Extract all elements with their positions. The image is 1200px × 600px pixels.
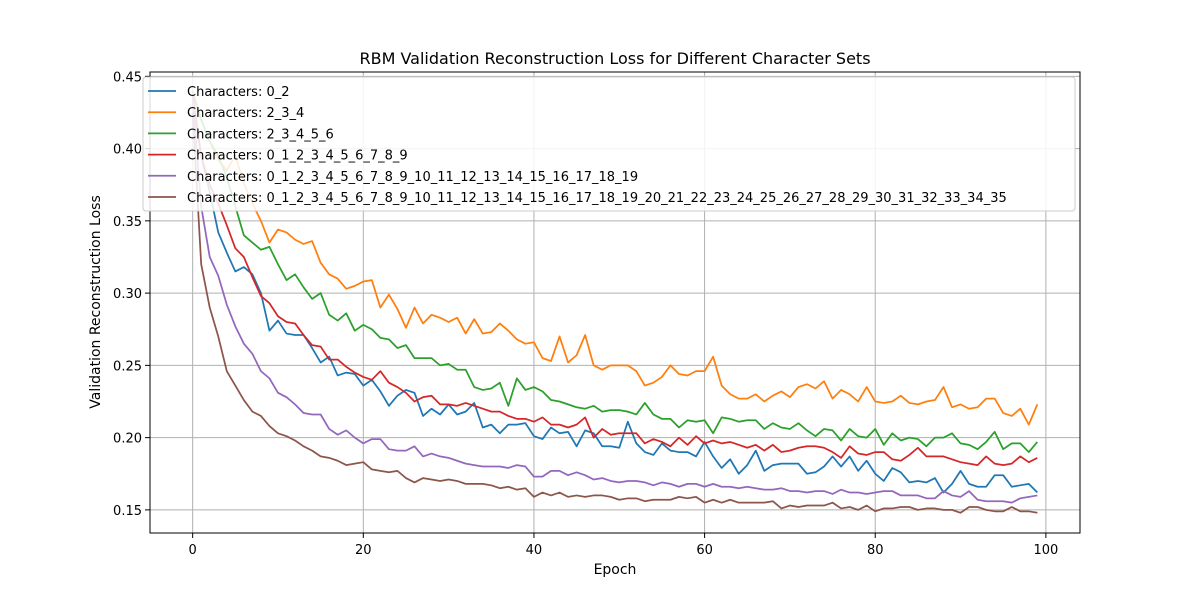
series-line-1: [191, 90, 1039, 426]
x-tick-label: 80: [867, 543, 884, 558]
y-tick-label: 0.15: [113, 504, 142, 519]
x-tick-label: 20: [355, 543, 372, 558]
y-tick-label: 0.45: [113, 70, 142, 85]
y-tick-label: 0.30: [113, 287, 142, 302]
y-tick-label: 0.40: [113, 143, 142, 158]
x-tick-label: 100: [1033, 543, 1058, 558]
legend-label-0: Characters: 0_2: [187, 85, 290, 100]
series-line-5: [191, 112, 1038, 514]
y-axis-label: Validation Reconstruction Loss: [88, 195, 104, 409]
y-tick-label: 0.20: [113, 432, 142, 447]
series-line-0: [191, 96, 1038, 494]
x-axis-label: Epoch: [594, 562, 637, 578]
legend-box: [142, 76, 1076, 212]
axis-ticks: 0 20 40 60 80 100 0.15 0.20 0.25 0.30 0.35 0.40 0.45: [113, 70, 1058, 558]
series-line-4: [191, 96, 1038, 504]
legend: Characters: 0_2 Characters: 2_3_4 Characte…: [142, 76, 1076, 212]
plot-area-frame: [149, 71, 1081, 534]
legend-label-5: Characters: 0_1_2_3_4_5_6_7_8_9_10_11_12…: [187, 191, 1007, 206]
series-line-3: [191, 94, 1038, 466]
legend-label-1: Characters: 2_3_4: [187, 106, 304, 121]
x-tick-label: 40: [526, 543, 543, 558]
legend-label-3: Characters: 0_1_2_3_4_5_6_7_8_9: [187, 149, 408, 164]
y-tick-label: 0.25: [113, 359, 142, 374]
legend-label-2: Characters: 2_3_4_5_6: [187, 127, 334, 142]
x-tick-label: 60: [696, 543, 713, 558]
y-tick-label: 0.35: [113, 215, 142, 230]
legend-label-4: Characters: 0_1_2_3_4_5_6_7_8_9_10_11_12…: [187, 170, 638, 185]
x-tick-label: 0: [189, 543, 197, 558]
series-line-2: [191, 93, 1039, 453]
series-lines: [191, 90, 1039, 514]
chart-title: RBM Validation Reconstruction Loss for D…: [359, 49, 870, 68]
